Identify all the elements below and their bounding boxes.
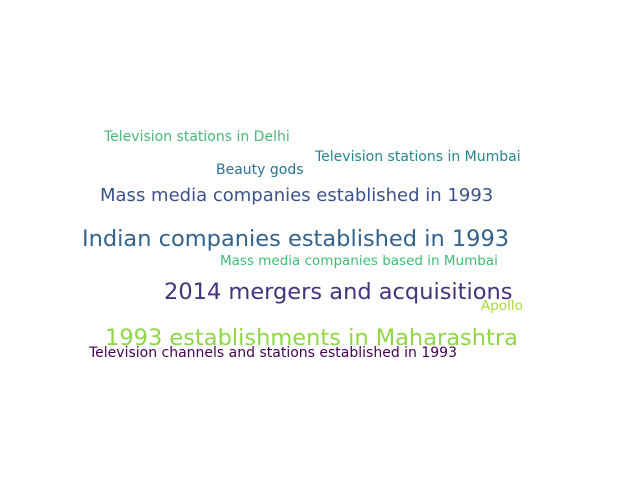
word-apollo: Apollo — [481, 298, 523, 314]
word-2014-mergers-and-acquisitions: 2014 mergers and acquisitions — [164, 279, 513, 305]
word-1993-establishments-in-maharashtra: 1993 establishments in Maharashtra — [105, 325, 518, 351]
word-indian-companies-established-1993: Indian companies established in 1993 — [82, 226, 510, 252]
word-television-stations-in-mumbai: Television stations in Mumbai — [315, 149, 521, 165]
word-beauty-gods: Beauty gods — [216, 162, 304, 178]
word-television-stations-in-delhi: Television stations in Delhi — [104, 129, 290, 145]
word-television-channels-and-stations-1993: Television channels and stations establi… — [89, 345, 457, 361]
word-mass-media-companies-based-in-mumbai: Mass media companies based in Mumbai — [220, 253, 498, 269]
word-mass-media-companies-established-1993: Mass media companies established in 1993 — [100, 185, 494, 206]
